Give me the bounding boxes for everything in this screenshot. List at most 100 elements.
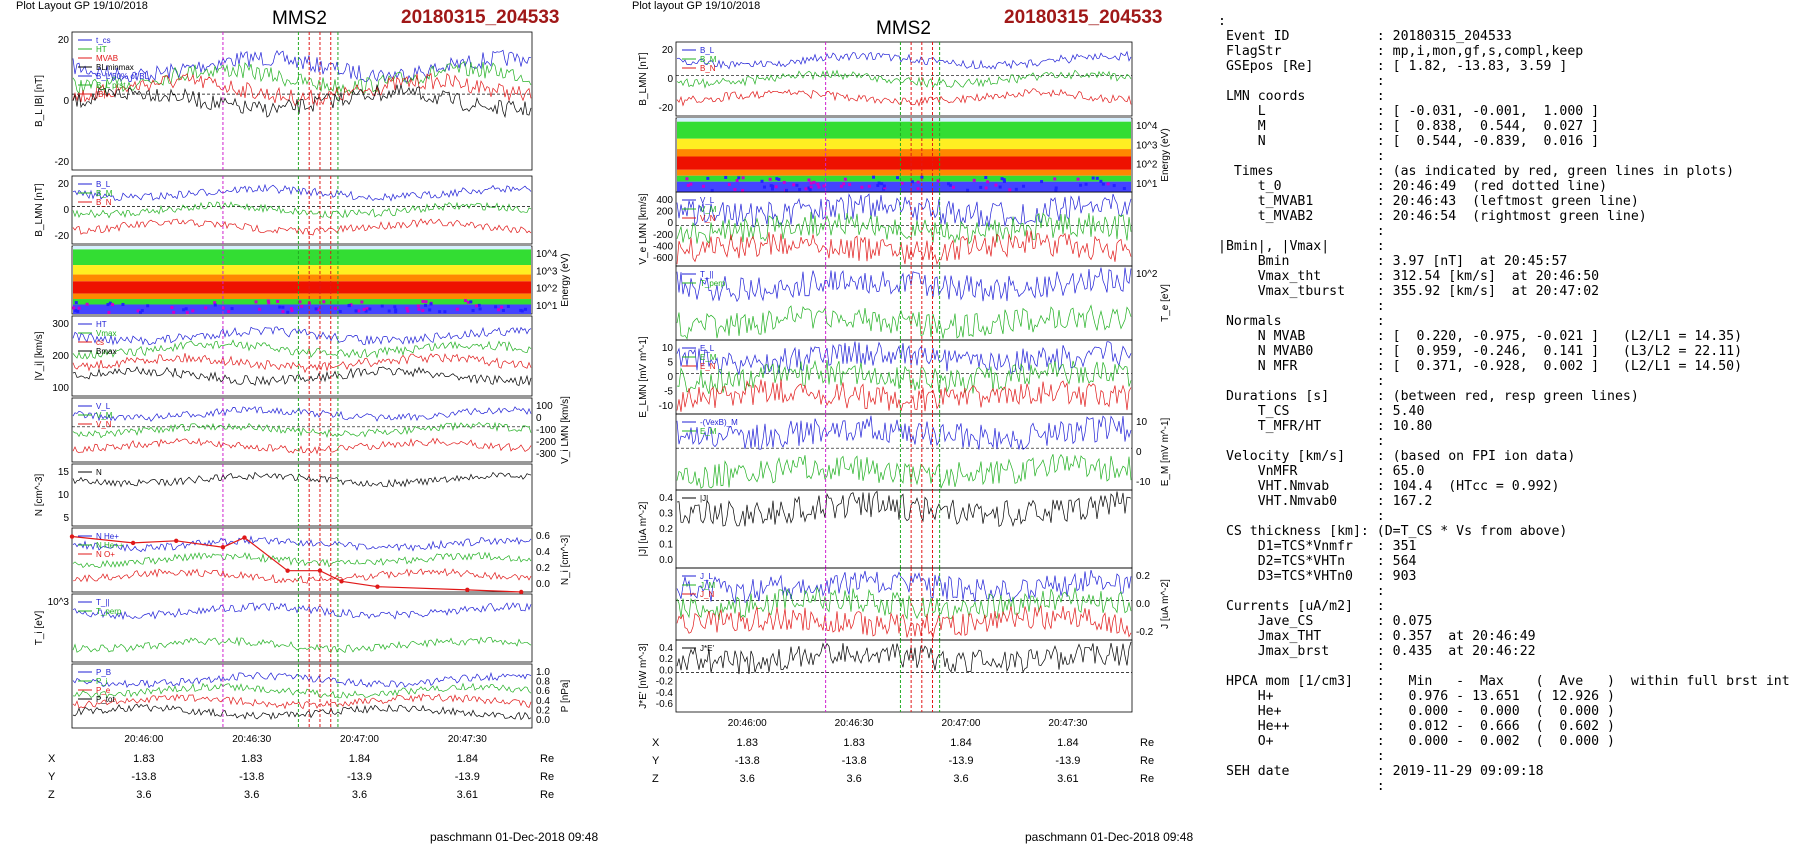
left-y-tick-label: 0.6 (536, 686, 550, 697)
left-spectrogram-speck (368, 307, 372, 311)
right-spectrogram-speck (807, 186, 811, 190)
right-spectrogram-speck (763, 185, 767, 189)
right-spectrogram-speck (822, 184, 826, 188)
right-legend-label: T_|| (700, 270, 714, 279)
left-coord-value: -13.8 (131, 771, 156, 783)
right-legend-label: -(VexB)_M (700, 418, 738, 427)
left-coord-value: 1.84 (457, 753, 478, 765)
right-spectrogram-speck (994, 183, 998, 187)
right-x-tick-label: 20:47:00 (942, 718, 981, 729)
right-panel-frame (675, 265, 1133, 341)
left-header-label: Plot Layout GP 19/10/2018 (16, 0, 148, 12)
info-line: FlagStr : mp,i,mon,gf,s,compl,keep (1218, 44, 1584, 59)
left-coord-value: 3.6 (136, 789, 151, 801)
right-spectrogram-speck (1101, 182, 1105, 186)
right-spectrogram-speck (883, 186, 887, 190)
info-line: Normals : (1218, 314, 1385, 329)
right-spectrogram-speck (848, 183, 852, 187)
left-y-tick-label: 10^4 (536, 249, 558, 260)
right-legend-label: V_N (700, 214, 716, 223)
right-legend-label: B_M (700, 55, 717, 64)
right-spectrogram-speck (1014, 187, 1018, 191)
right-spectrogram-speck (808, 188, 812, 192)
right-y-tick-label: 0.1 (659, 540, 673, 551)
left-series-trace (72, 602, 532, 621)
left-spectrogram-speck (136, 309, 140, 313)
left-legend-label: HT (96, 45, 107, 54)
left-spectrogram-speck (316, 308, 320, 312)
right-series-trace (676, 454, 1132, 489)
info-line: : (1218, 299, 1385, 314)
right-spectrogram-speck (782, 180, 786, 184)
right-spectrogram-speck (770, 187, 774, 191)
right-spectrogram-speck (839, 184, 843, 188)
left-coord-value: 3.6 (244, 789, 259, 801)
info-line: M : [ 0.838, 0.544, 0.027 ] (1218, 119, 1600, 134)
left-series-trace (72, 72, 532, 107)
left-legend-label: B_L (96, 180, 111, 189)
left-spectrogram-speck (77, 306, 81, 310)
right-y-tick-label: 0.4 (659, 493, 673, 504)
right-spectrogram-speck (804, 187, 808, 191)
info-line: t_MVAB2 : 20:46:54 (rightmost green line… (1218, 209, 1647, 224)
left-spectrogram-speck (72, 306, 76, 310)
left-series-trace (72, 682, 532, 699)
right-spectrogram-speck (727, 183, 731, 187)
left-spectrogram-speck (501, 309, 505, 313)
left-legend-label: P_i (96, 677, 108, 686)
right-spectrogram-speck (986, 180, 990, 184)
right-legend-label: |J| (700, 494, 708, 503)
left-spectrogram-speck (523, 307, 527, 311)
right-panel-frame (675, 639, 1133, 713)
right-spectrogram-speck (842, 182, 846, 186)
left-legend-label: MVAB (96, 54, 118, 63)
right-legend-label: E_N (700, 362, 716, 371)
left-y-tick-label: 0 (63, 205, 69, 216)
left-spectrogram-speck (146, 304, 150, 308)
left-spectrogram-speck (438, 310, 442, 314)
right-spectrogram-speck (1002, 178, 1006, 182)
right-spectrogram-band (677, 138, 1131, 150)
info-line: N MVAB : [ 0.220, -0.975, -0.021 ] (L2/L… (1218, 329, 1743, 344)
right-y-tick-label: 0 (667, 372, 673, 383)
right-coord-name: Y (652, 755, 660, 767)
right-x-tick-label: 20:46:30 (835, 718, 874, 729)
left-legend-label: Bmax (96, 347, 116, 356)
right-y-tick-label: 0.2 (659, 524, 673, 535)
left-spectrogram-speck (424, 303, 428, 307)
right-y-tick-label: 400 (656, 195, 673, 206)
left-spectrogram-band (73, 299, 531, 305)
left-spectrogram-speck (478, 307, 482, 311)
right-spectrogram-speck (1079, 183, 1083, 187)
left-spectrogram-speck (347, 304, 351, 308)
left-y-tick-label: 0.2 (536, 563, 550, 574)
info-line: |Bmin|, |Vmax| : (1218, 239, 1385, 254)
left-y-tick-label: -100 (536, 425, 556, 436)
left-coord-unit: Re (540, 753, 554, 765)
right-series-trace (676, 605, 1132, 638)
left-y-axis-label: T_i [eV] (34, 611, 45, 646)
right-y-tick-label: 10^4 (1136, 121, 1158, 132)
right-coord-value: 1.84 (1057, 737, 1078, 749)
right-y-tick-label: 0.4 (659, 643, 673, 654)
left-spectrogram-speck (387, 309, 391, 313)
right-legend-label: V_M (700, 205, 717, 214)
left-spectrogram-speck (108, 301, 112, 305)
left-series-trace (72, 326, 532, 346)
left-y-tick-label: 0.8 (536, 677, 550, 688)
left-coord-name: X (48, 753, 56, 765)
left-spectrogram-speck (405, 306, 409, 310)
left-spectrogram-speck (364, 309, 368, 313)
left-series-trace (72, 437, 532, 455)
right-series-trace (676, 304, 1132, 340)
right-legend-label: J_M (700, 581, 715, 590)
right-spectrogram-speck (1122, 186, 1126, 190)
right-spectrogram-band (677, 169, 1131, 176)
left-y-tick-label: 0 (63, 96, 69, 107)
right-spectrogram-speck (685, 177, 689, 181)
right-series-trace (676, 641, 1132, 675)
left-spectrogram-speck (354, 309, 358, 313)
left-series-trace (72, 406, 532, 422)
right-y-tick-label: 0 (667, 74, 673, 85)
left-y-axis-label: P [nPa] (560, 679, 571, 712)
